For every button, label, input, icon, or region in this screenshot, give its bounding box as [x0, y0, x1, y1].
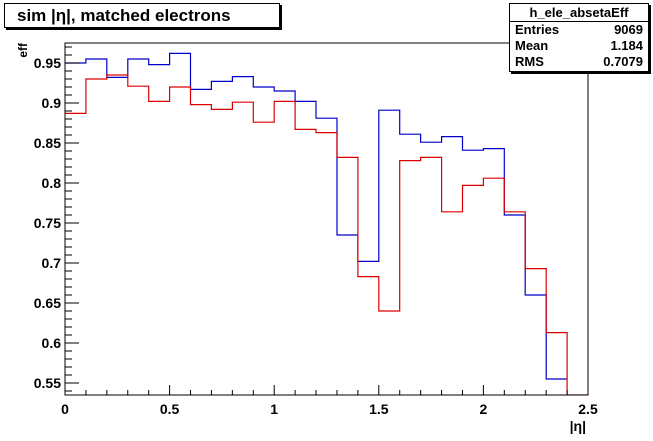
y-tick-label: 0.6	[42, 335, 62, 351]
series-line-1	[65, 74, 588, 395]
y-tick-label: 0.65	[34, 295, 61, 311]
x-tick-label: 2	[480, 401, 488, 417]
stats-entries-label: Entries	[515, 22, 560, 37]
x-tick-label: 1.5	[369, 401, 389, 417]
y-axis-label: eff	[16, 42, 30, 58]
y-tick-label: 0.95	[34, 55, 61, 71]
y-tick-label: 0.75	[34, 215, 61, 231]
stats-row-mean: Mean 1.184	[510, 38, 648, 54]
chart-title: sim |η|, matched electrons	[4, 3, 280, 28]
x-tick-label: 1	[270, 401, 278, 417]
stats-mean-label: Mean	[515, 38, 549, 53]
stats-row-rms: RMS 0.7079	[510, 54, 648, 70]
stats-rms-label: RMS	[515, 54, 544, 69]
y-tick-label: 0.55	[34, 375, 61, 391]
stats-box: h_ele_absetaEff Entries 9069 Mean 1.184 …	[509, 3, 649, 72]
plot-frame	[64, 42, 589, 396]
stats-rms-value: 0.7079	[603, 54, 643, 69]
y-tick-label: 0.85	[34, 135, 61, 151]
x-tick-label: 0.5	[160, 401, 180, 417]
stats-row-entries: Entries 9069	[510, 22, 648, 38]
stats-entries-value: 9069	[614, 22, 643, 37]
series-line-0	[65, 52, 568, 380]
x-tick-label: 2.5	[578, 401, 598, 417]
y-tick-label: 0.8	[42, 175, 62, 191]
y-tick-label: 0.9	[42, 95, 62, 111]
y-tick-label: 0.7	[42, 255, 62, 271]
x-axis-label: |η|	[570, 418, 586, 434]
stats-mean-value: 1.184	[610, 38, 643, 53]
x-tick-label: 0	[61, 401, 69, 417]
stats-histogram-name: h_ele_absetaEff	[510, 4, 648, 22]
